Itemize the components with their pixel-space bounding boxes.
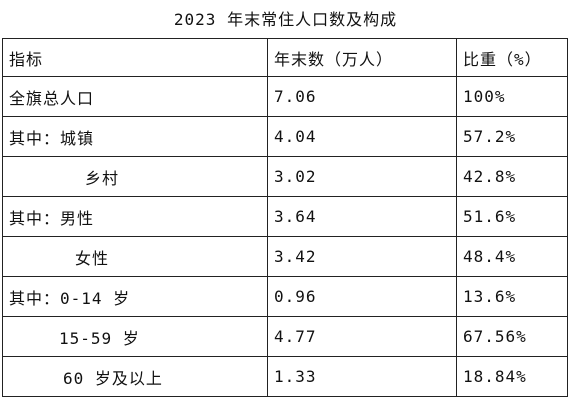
table-row: 乡村 3.02 42.8% (2, 156, 568, 197)
header-cell: 比重（%） (456, 38, 568, 77)
table-cell: 其中：男性 (2, 196, 268, 237)
table-title: 2023 年末常住人口数及构成 (173, 10, 398, 29)
table-cell: 42.8% (456, 156, 568, 197)
table-cell: 51.6% (456, 196, 568, 237)
table-cell: 4.04 (267, 116, 457, 157)
table-row: 其中：0-14 岁 0.96 13.6% (2, 276, 568, 317)
table-cell: 乡村 (2, 156, 268, 197)
table-row: 60 岁及以上 1.33 18.84% (2, 356, 568, 397)
table-row: 其中：城镇 4.04 57.2% (2, 116, 568, 157)
header-cell: 指标 (2, 38, 268, 77)
table-row: 其中：男性 3.64 51.6% (2, 196, 568, 237)
table-cell: 0.96 (267, 276, 457, 317)
table-cell: 100% (456, 76, 568, 117)
table-cell: 3.42 (267, 236, 457, 277)
table-cell: 15-59 岁 (2, 316, 268, 357)
table-row: 全旗总人口 7.06 100% (2, 76, 568, 117)
table-cell: 3.02 (267, 156, 457, 197)
data-table: 指标 年末数（万人） 比重（%） 全旗总人口 7.06 100% 其中：城镇 4.04 57.2… (2, 38, 568, 397)
table-row: 女性 3.42 48.4% (2, 236, 568, 277)
table-cell: 48.4% (456, 236, 568, 277)
table-cell: 57.2% (456, 116, 568, 157)
table-cell: 女性 (2, 236, 268, 277)
table-cell: 13.6% (456, 276, 568, 317)
table-cell: 7.06 (267, 76, 457, 117)
table-cell: 4.77 (267, 316, 457, 357)
header-cell: 年末数（万人） (267, 38, 457, 77)
table-cell: 其中：城镇 (2, 116, 268, 157)
table-cell: 3.64 (267, 196, 457, 237)
table-row: 15-59 岁 4.77 67.56% (2, 316, 568, 357)
table-cell: 1.33 (267, 356, 457, 397)
table-cell: 其中：0-14 岁 (2, 276, 268, 317)
header-row: 指标 年末数（万人） 比重（%） (2, 38, 568, 77)
table-cell: 60 岁及以上 (2, 356, 268, 397)
table-cell: 全旗总人口 (2, 76, 268, 117)
table-cell: 18.84% (456, 356, 568, 397)
table-cell: 67.56% (456, 316, 568, 357)
